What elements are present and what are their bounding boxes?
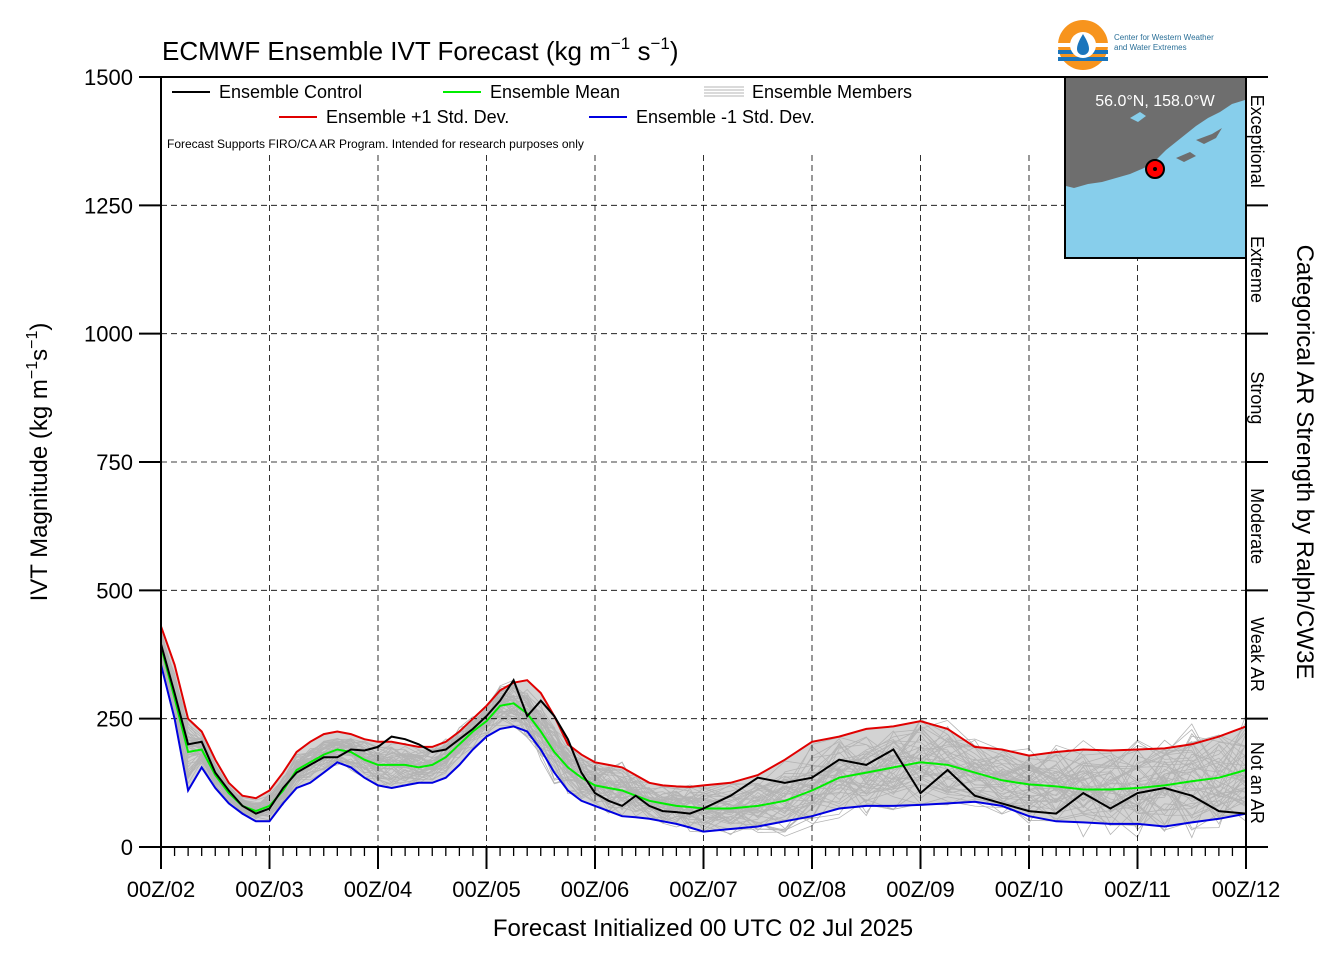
x-tick-label: 00Z/06 [561, 877, 630, 902]
inset-map: 56.0°N, 158.0°W [1064, 76, 1247, 259]
x-tick-label: 00Z/10 [995, 877, 1064, 902]
ensemble-member-line [160, 661, 1247, 824]
plus-std-line [160, 625, 1247, 800]
disclaimer-text: Forecast Supports FIRO/CA AR Program. In… [167, 137, 584, 151]
gridlines [161, 155, 1246, 847]
y-tick-label: 1000 [84, 322, 133, 347]
legend-control-label: Ensemble Control [219, 82, 362, 102]
y-tick-label: 1500 [84, 65, 133, 90]
y-axis-title: IVT Magnitude (kg m−1s−1) [24, 323, 53, 602]
y-tick-label: 0 [121, 835, 133, 860]
x-tick-label: 00Z/02 [127, 877, 196, 902]
x-tick-label: 00Z/11 [1104, 877, 1171, 902]
inset-location-label: 56.0°N, 158.0°W [1095, 93, 1215, 110]
legend-mean-label: Ensemble Mean [490, 82, 620, 102]
category-label: Strong [1247, 371, 1267, 424]
category-label: Weak AR [1247, 617, 1267, 692]
ensemble-members-layer [160, 630, 1247, 839]
ensemble-member-line [160, 638, 1247, 809]
ensemble-member-line [160, 640, 1247, 810]
y-tick-label: 250 [96, 707, 133, 732]
control-line [160, 643, 1247, 815]
logo-line-2: and Water Extremes [1114, 43, 1187, 52]
legend-plus-std-label: Ensemble +1 Std. Dev. [326, 107, 509, 127]
ensemble-member-line [160, 644, 1247, 819]
y-tick-label: 1250 [84, 193, 133, 218]
x-tick-label: 00Z/03 [235, 877, 304, 902]
water-drop-icon [1077, 34, 1089, 55]
minus-std-line [160, 664, 1247, 833]
legend-members-label: Ensemble Members [752, 82, 912, 102]
x-axis-title: Forecast Initialized 00 UTC 02 Jul 2025 [493, 915, 913, 942]
axis-ticks: 0 250 500 750 1000 1250 1500 00Z/02 00Z/03 00Z/04… [84, 65, 1280, 902]
x-tick-label: 00Z/07 [669, 877, 738, 902]
y-tick-label: 750 [96, 450, 133, 475]
legend-minus-std-label: Ensemble -1 Std. Dev. [636, 107, 815, 127]
category-label: Moderate [1247, 488, 1267, 564]
category-label: Not an AR [1247, 742, 1267, 824]
legend: Ensemble Control Ensemble Mean Ensemble … [167, 82, 912, 151]
ensemble-member-line [160, 638, 1247, 810]
x-tick-label: 00Z/12 [1212, 877, 1281, 902]
x-tick-label: 00Z/09 [886, 877, 955, 902]
chart-title: ECMWF Ensemble IVT Forecast (kg m−1 s−1) [162, 34, 679, 66]
y-tick-label: 500 [96, 578, 133, 603]
statistic-lines [160, 625, 1247, 833]
right-axis-title: Categorical AR Strength by Ralph/CW3E [1291, 245, 1318, 680]
ensemble-member-line [160, 652, 1247, 819]
mean-line [160, 646, 1247, 813]
x-tick-label: 00Z/04 [344, 877, 413, 902]
logo-line-1: Center for Western Weather [1114, 33, 1214, 42]
ensemble-member-line [160, 645, 1247, 813]
cw3e-logo: Center for Western Weather and Water Ext… [1058, 20, 1214, 70]
ensemble-member-line [160, 652, 1247, 833]
alaska-landmass [1066, 78, 1245, 188]
category-label: Exceptional [1247, 95, 1267, 188]
x-tick-label: 00Z/08 [778, 877, 847, 902]
category-label: Extreme [1247, 236, 1267, 303]
ensemble-member-line [160, 643, 1247, 818]
x-tick-label: 00Z/05 [452, 877, 521, 902]
